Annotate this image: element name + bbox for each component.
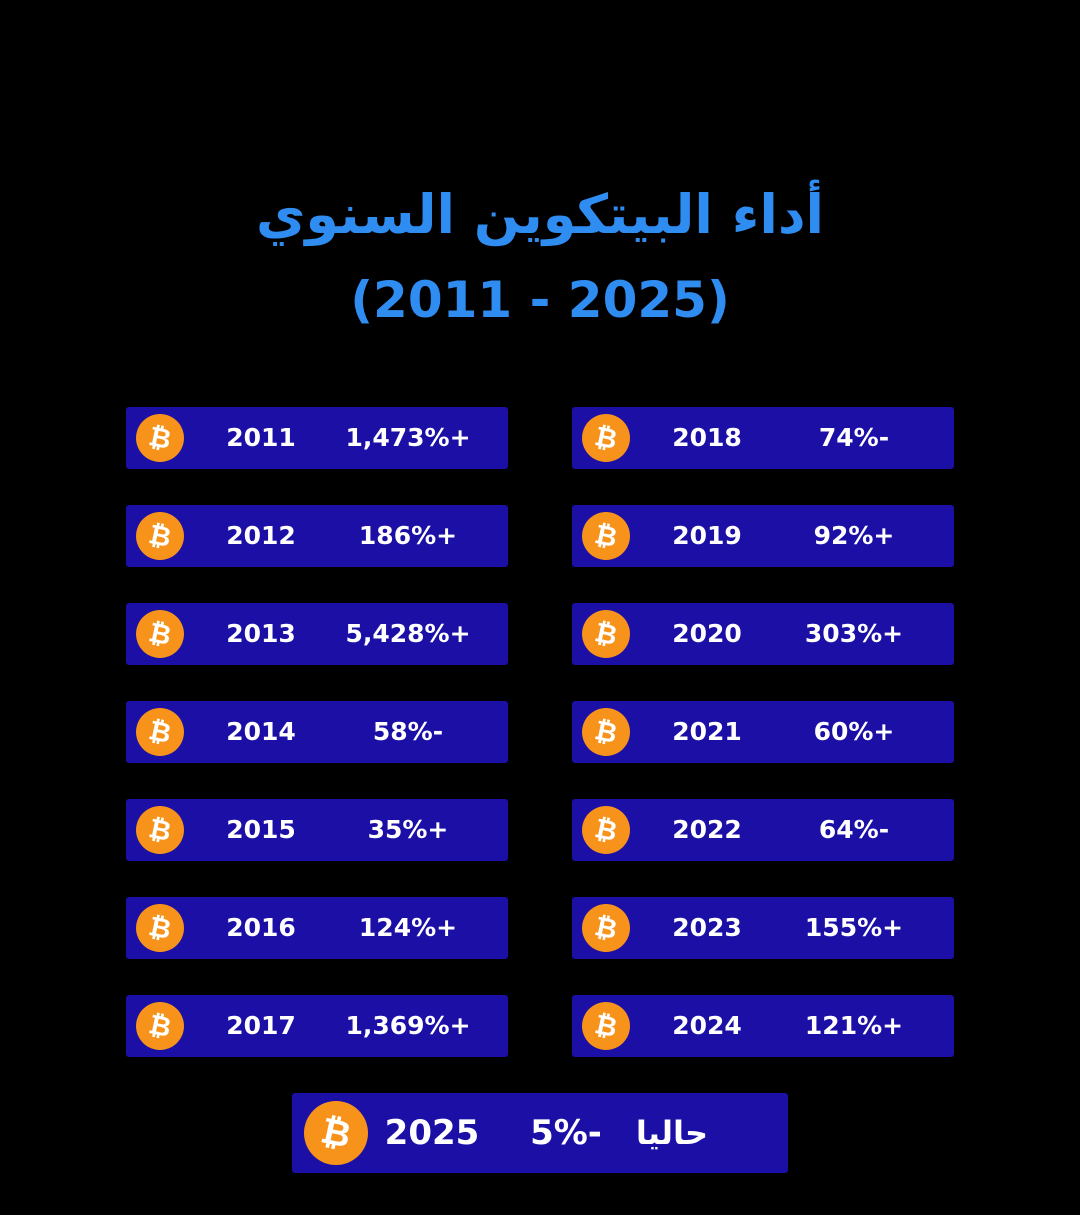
- year-label: 2018: [672, 423, 742, 452]
- year-label: 2017: [226, 1011, 296, 1040]
- bitcoin-icon: ₿: [136, 708, 184, 756]
- bitcoin-icon: ₿: [582, 512, 630, 560]
- bitcoin-icon: ₿: [136, 806, 184, 854]
- bitcoin-icon: ₿: [582, 708, 630, 756]
- year-label: 2015: [226, 815, 296, 844]
- current-year-row: ₿ 2025 5%- حاليا: [292, 1093, 788, 1173]
- change-value: 303%+: [804, 619, 904, 648]
- table-row: ₿ 2011 1,473%+: [126, 407, 508, 469]
- change-value: 58%-: [372, 717, 444, 746]
- year-label: 2014: [226, 717, 296, 746]
- page-subtitle: (2011 - 2025): [350, 271, 730, 329]
- year-label: 2023: [672, 913, 742, 942]
- change-value: 1,473%+: [345, 423, 471, 452]
- table-row: ₿ 2023 155%+: [572, 897, 954, 959]
- year-label: 2024: [672, 1011, 742, 1040]
- table-row: ₿ 2013 5,428%+: [126, 603, 508, 665]
- table-row: ₿ 2022 64%-: [572, 799, 954, 861]
- bitcoin-icon: ₿: [136, 610, 184, 658]
- table-row: ₿ 2014 58%-: [126, 701, 508, 763]
- year-label: 2022: [672, 815, 742, 844]
- change-value: 121%+: [804, 1011, 904, 1040]
- change-value: 35%+: [367, 815, 449, 844]
- page-title: أداء البيتكوين السنوي: [255, 183, 825, 246]
- current-year-label: 2025: [384, 1113, 480, 1153]
- table-row: ₿ 2017 1,369%+: [126, 995, 508, 1057]
- table-row: ₿ 2019 92%+: [572, 505, 954, 567]
- year-label: 2019: [672, 521, 742, 550]
- table-row: ₿ 2015 35%+: [126, 799, 508, 861]
- change-value: 64%-: [818, 815, 890, 844]
- bitcoin-icon: ₿: [136, 1002, 184, 1050]
- year-label: 2012: [226, 521, 296, 550]
- change-value: 60%+: [813, 717, 895, 746]
- bitcoin-icon: ₿: [136, 414, 184, 462]
- table-row: ₿ 2020 303%+: [572, 603, 954, 665]
- bitcoin-icon: ₿: [304, 1101, 368, 1165]
- bitcoin-icon: ₿: [582, 414, 630, 462]
- change-value: 124%+: [358, 913, 458, 942]
- bitcoin-icon: ₿: [136, 512, 184, 560]
- change-value: 1,369%+: [345, 1011, 471, 1040]
- table-row: ₿ 2021 60%+: [572, 701, 954, 763]
- year-label: 2021: [672, 717, 742, 746]
- current-note: حاليا: [635, 1114, 709, 1152]
- bitcoin-icon: ₿: [582, 1002, 630, 1050]
- year-label: 2020: [672, 619, 742, 648]
- bitcoin-icon: ₿: [582, 610, 630, 658]
- year-label: 2013: [226, 619, 296, 648]
- bitcoin-icon: ₿: [582, 806, 630, 854]
- table-row: ₿ 2016 124%+: [126, 897, 508, 959]
- table-row: ₿ 2012 186%+: [126, 505, 508, 567]
- table-row: ₿ 2024 121%+: [572, 995, 954, 1057]
- change-value: 155%+: [804, 913, 904, 942]
- change-value: 92%+: [813, 521, 895, 550]
- change-value: 186%+: [358, 521, 458, 550]
- current-year-change: 5%-: [530, 1113, 602, 1153]
- change-value: 5,428%+: [345, 619, 471, 648]
- year-label: 2011: [226, 423, 296, 452]
- bitcoin-icon: ₿: [582, 904, 630, 952]
- table-row: ₿ 2018 74%-: [572, 407, 954, 469]
- change-value: 74%-: [818, 423, 890, 452]
- bitcoin-icon: ₿: [136, 904, 184, 952]
- year-label: 2016: [226, 913, 296, 942]
